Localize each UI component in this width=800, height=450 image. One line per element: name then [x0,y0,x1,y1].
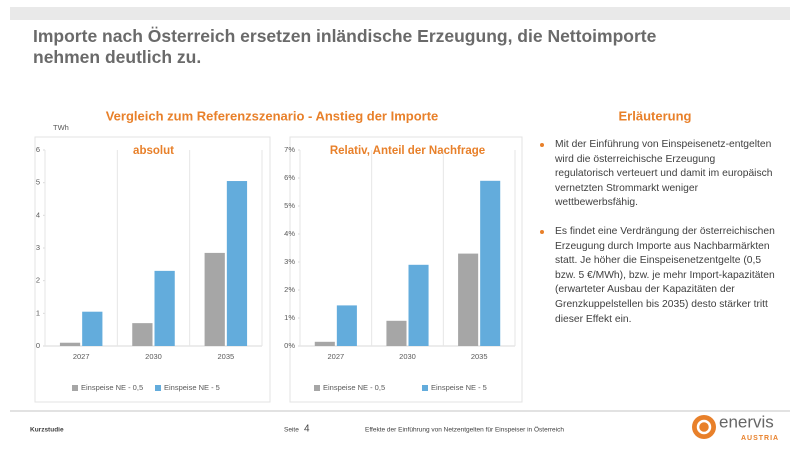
logo-mark [696,419,712,435]
bullet-dot [540,229,544,234]
logo-name: enervis [719,412,774,431]
slide-title: Importe nach Österreich ersetzen inländi… [33,26,657,67]
x-tick-label: 2030 [399,352,416,361]
bullet-list: Mit der Einführung von Einspeisenetz-ent… [540,138,775,341]
legend-label: Einspeise NE - 5 [431,383,487,392]
y-tick-label: 6% [284,173,295,182]
bar [132,323,153,346]
y-tick-label: 3% [284,257,295,266]
bullet: Es findet eine Verdrängung der österreic… [540,225,775,327]
legend-swatch [72,385,78,391]
bar [336,305,357,346]
x-tick-label: 2027 [73,352,90,361]
bullet-text: Mit der Einführung von Einspeisenetz-ent… [555,139,773,209]
legend-label: Einspeise NE - 0,5 [323,383,385,392]
footer-left: Kurzstudie [30,427,64,434]
y-tick-label: 2% [284,285,295,294]
y-tick-label: 4% [284,229,295,238]
y-tick-label: 4 [36,210,40,219]
x-tick-label: 2035 [217,352,234,361]
bar [204,252,225,346]
bullet-dot [540,143,544,147]
bar [408,264,429,346]
bar [59,342,81,346]
bar [314,341,335,346]
logo-circle [692,415,716,439]
y-tick-label: 2 [36,276,40,285]
section-title: Vergleich zum Referenzszenario - Anstieg… [106,108,439,123]
y-tick-label: 5 [36,178,40,187]
bar [480,180,501,346]
y-tick-label: 7% [284,145,295,154]
x-tick-label: 2035 [471,352,488,361]
bar [154,270,175,346]
footer-page-number: 4 [304,424,310,435]
bar [386,320,407,346]
y-tick-label: 0 [36,341,40,350]
legend-swatch [155,385,161,391]
x-tick-label: 2030 [145,352,162,361]
y-tick-label: 1 [36,308,40,317]
chart-title: absolut [133,145,174,157]
chart-title: Relativ, Anteil der Nachfrage [330,145,485,157]
y-tick-label: 1% [284,313,295,322]
footer-text: Effekte der Einführung von Netzentgelten… [365,426,564,434]
logo-sub: AUSTRIA [741,435,779,442]
bar [226,181,248,346]
explanation-title: Erläuterung [619,108,692,123]
legend-label: Einspeise NE - 0,5 [81,383,143,392]
y-tick-label: 3 [36,243,40,252]
bar [82,311,103,346]
footer-page-label: Seite [284,427,299,434]
bar [458,253,479,346]
y-tick-label: 0% [284,341,295,350]
bullet: Mit der Einführung von Einspeisenetz-ent… [540,138,775,211]
legend-swatch [314,385,320,391]
chart-frame [289,136,523,403]
top-strip [10,7,790,20]
y-tick-label: 5% [284,201,295,210]
bullet-text: Es findet eine Verdrängung der österreic… [555,225,775,325]
y-tick-label: 6 [36,145,40,154]
legend-label: Einspeise NE - 5 [164,383,220,392]
y-axis-label: TWh [53,123,69,132]
chart-frame [34,136,271,403]
legend-swatch [422,385,428,391]
x-tick-label: 2027 [327,352,344,361]
